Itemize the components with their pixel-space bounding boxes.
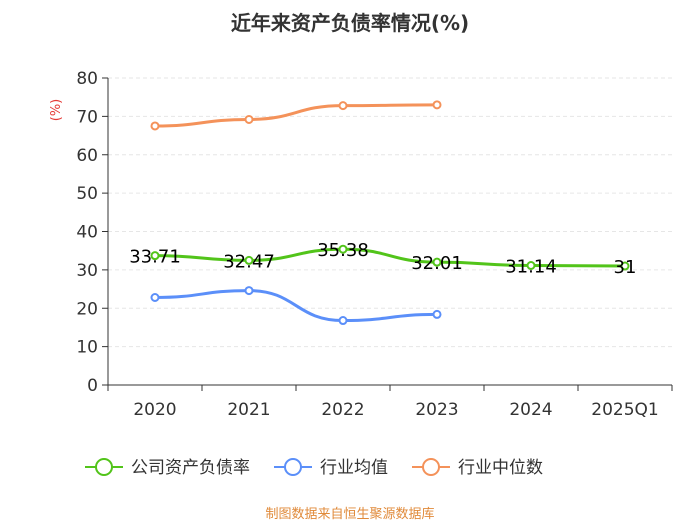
- data-point: [432, 257, 442, 267]
- legend-marker: [95, 458, 113, 476]
- legend-marker: [422, 458, 440, 476]
- data-point: [150, 121, 160, 131]
- legend-label: 行业均值: [320, 458, 388, 478]
- chart-title: 近年来资产负债率情况(%): [231, 11, 469, 35]
- data-point: [432, 309, 442, 319]
- y-tick-label: 0: [87, 376, 98, 396]
- y-tick-label: 20: [76, 299, 98, 319]
- x-tick-label: 2023: [415, 400, 458, 420]
- gridlines: [108, 77, 672, 348]
- x-tick-label: 2021: [227, 400, 270, 420]
- data-label: 31.14: [505, 257, 557, 278]
- data-label: 32.01: [411, 253, 463, 274]
- y-tick-label: 60: [76, 146, 98, 166]
- y-tick-label: 50: [76, 184, 98, 204]
- data-label: 33.71: [129, 247, 181, 268]
- data-point: [432, 100, 442, 110]
- axes: 0 10 20 30 40 50 60 70 80 2020 2021 2022 2023 2024 202…: [76, 69, 673, 420]
- data-point: [338, 244, 348, 254]
- data-label: 35.38: [317, 240, 369, 261]
- data-point: [244, 255, 254, 265]
- data-point: [150, 293, 160, 303]
- x-tick-label: 2025Q1: [591, 400, 658, 420]
- legend-label: 公司资产负债率: [131, 458, 250, 478]
- data-labels: 33.71 32.47 35.38 32.01 31.14 31: [129, 240, 636, 278]
- y-tick-label: 10: [76, 338, 98, 358]
- source-note: 制图数据来自恒生聚源数据库: [265, 506, 434, 522]
- y-tick-label: 70: [76, 107, 98, 127]
- data-point: [620, 261, 630, 271]
- data-point: [244, 114, 254, 124]
- x-tick-label: 2020: [133, 400, 176, 420]
- series-line: [154, 247, 626, 268]
- series-line: [154, 103, 438, 128]
- legend[interactable]: 公司资产负债率 行业均值 行业中位数: [85, 458, 543, 478]
- legend-marker: [284, 458, 302, 476]
- y-tick-label: 40: [76, 223, 98, 243]
- y-axis-unit-label: (%): [49, 99, 64, 122]
- data-point: [338, 316, 348, 326]
- data-label: 31: [614, 257, 637, 278]
- data-point: [338, 101, 348, 111]
- legend-label: 行业中位数: [458, 458, 543, 478]
- data-point: [526, 261, 536, 271]
- x-tick-label: 2022: [321, 400, 364, 420]
- data-point: [150, 251, 160, 261]
- data-point: [244, 286, 254, 296]
- series-layer: [150, 100, 630, 326]
- data-label: 32.47: [223, 251, 275, 272]
- x-tick-label: 2024: [509, 400, 552, 420]
- y-tick-label: 80: [76, 69, 98, 89]
- series-line: [154, 289, 438, 323]
- y-tick-label: 30: [76, 261, 98, 281]
